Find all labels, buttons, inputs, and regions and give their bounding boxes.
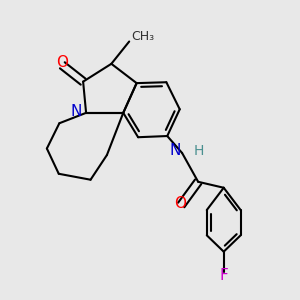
Text: N: N bbox=[169, 143, 181, 158]
Text: O: O bbox=[56, 55, 68, 70]
Text: O: O bbox=[174, 196, 186, 211]
Text: H: H bbox=[194, 144, 204, 158]
Text: F: F bbox=[219, 268, 228, 283]
Text: N: N bbox=[70, 104, 82, 119]
Text: CH₃: CH₃ bbox=[132, 30, 155, 43]
